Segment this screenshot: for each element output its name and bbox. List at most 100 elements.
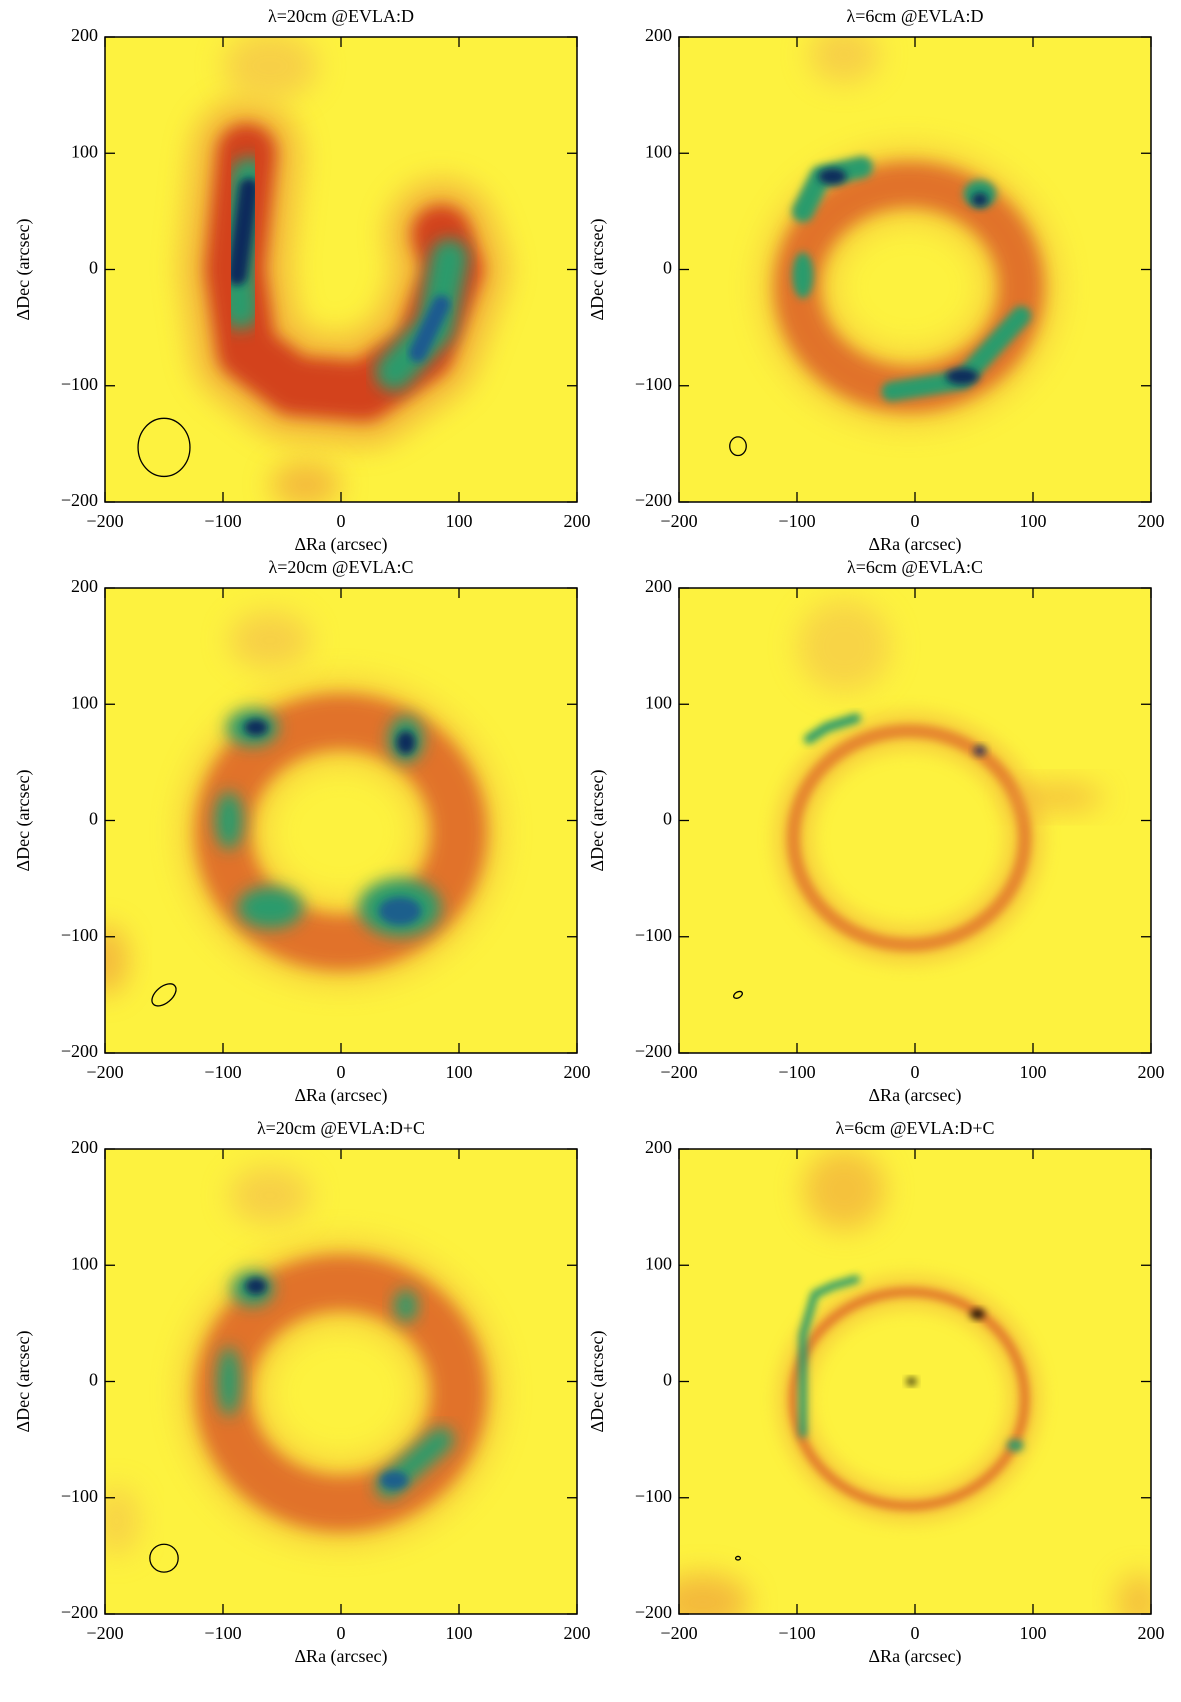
y-axis-label: ΔDec (arcsec): [587, 218, 608, 320]
panel-title: λ=6cm @EVLA:D: [847, 6, 984, 26]
panel-title: λ=20cm @EVLA:D+C: [257, 1118, 425, 1138]
emission: [227, 178, 259, 286]
emission: [105, 1486, 141, 1556]
emission: [244, 719, 268, 736]
x-tick-label: −200: [660, 511, 697, 531]
y-tick-label: 0: [663, 1370, 672, 1390]
y-tick-label: 100: [71, 141, 98, 161]
emission: [818, 168, 847, 185]
emission: [378, 897, 422, 926]
beam: [729, 436, 747, 457]
beam: [149, 1543, 179, 1573]
y-tick-label: 200: [645, 25, 672, 45]
radio-map: [105, 588, 577, 1053]
x-axis-label: ΔRa (arcsec): [294, 1085, 387, 1106]
x-tick-label: −100: [778, 511, 815, 531]
y-tick-label: 100: [71, 692, 98, 712]
y-tick-label: 200: [71, 576, 98, 596]
emission: [228, 611, 312, 670]
radio-map: [679, 1149, 1151, 1614]
emission: [237, 886, 304, 929]
panel-title: λ=20cm @EVLA:C: [269, 557, 414, 577]
x-tick-label: 100: [446, 1062, 473, 1082]
emission: [945, 368, 979, 385]
x-tick-label: −100: [204, 1623, 241, 1643]
x-tick-label: −100: [204, 1062, 241, 1082]
x-tick-label: 200: [1138, 1062, 1165, 1082]
x-axis-label: ΔRa (arcsec): [868, 1646, 961, 1667]
panel: −200 −100 0 100 200 −200 −100 0 100 200 λ=6cm @EVL…: [587, 557, 1164, 1106]
y-tick-label: −100: [61, 1486, 98, 1506]
x-tick-label: 0: [337, 511, 346, 531]
emission: [408, 295, 451, 363]
beam: [137, 417, 191, 478]
emission: [971, 192, 989, 207]
x-tick-label: 200: [1138, 511, 1165, 531]
y-axis-label: ΔDec (arcsec): [13, 769, 34, 871]
x-tick-label: −200: [660, 1623, 697, 1643]
x-tick-label: 200: [564, 1062, 591, 1082]
x-tick-label: 0: [911, 1062, 920, 1082]
radio-map: [105, 1149, 577, 1614]
beam: [151, 983, 177, 1007]
x-axis-label: ΔRa (arcsec): [868, 1085, 961, 1106]
y-tick-label: 200: [645, 1137, 672, 1157]
emission: [970, 1309, 985, 1319]
y-tick-label: 100: [71, 1253, 98, 1273]
x-tick-label: 100: [446, 511, 473, 531]
emission: [906, 1378, 917, 1385]
x-tick-label: 200: [564, 511, 591, 531]
y-axis-label: ΔDec (arcsec): [13, 218, 34, 320]
y-tick-label: −100: [61, 925, 98, 945]
y-axis-label: ΔDec (arcsec): [587, 769, 608, 871]
x-tick-label: −100: [204, 511, 241, 531]
x-tick-label: 100: [1020, 1062, 1047, 1082]
y-tick-label: 100: [645, 1253, 672, 1273]
emission: [245, 1278, 267, 1295]
panel: −200 −100 0 100 200 −200 −100 0 100 200 λ=6cm @EVL…: [587, 6, 1164, 555]
emission: [396, 730, 416, 755]
y-tick-label: 0: [663, 809, 672, 829]
x-tick-label: −200: [86, 511, 123, 531]
y-tick-label: 0: [89, 1370, 98, 1390]
emission: [217, 1346, 241, 1417]
emission: [802, 1149, 886, 1231]
emission: [679, 1573, 750, 1614]
panel: −200 −100 0 100 200 −200 −100 0 100 200 λ=20cm @EV…: [13, 1118, 590, 1667]
x-axis-label: ΔRa (arcsec): [294, 1646, 387, 1667]
radio-map: [679, 37, 1151, 502]
emission: [1007, 1439, 1024, 1452]
y-tick-label: 0: [89, 809, 98, 829]
x-axis-label: ΔRa (arcsec): [868, 534, 961, 555]
emission: [379, 1471, 409, 1490]
x-tick-label: −100: [778, 1623, 815, 1643]
emission: [394, 1289, 418, 1323]
panel: −200 −100 0 100 200 −200 −100 0 100 200 λ=20cm @EV…: [13, 557, 590, 1106]
y-tick-label: −200: [61, 490, 98, 510]
panel-title: λ=6cm @EVLA:C: [847, 557, 983, 577]
y-axis-label: ΔDec (arcsec): [13, 1330, 34, 1432]
y-tick-label: −200: [635, 1602, 672, 1622]
x-axis-label: ΔRa (arcsec): [294, 534, 387, 555]
x-tick-label: 0: [911, 511, 920, 531]
x-tick-label: −200: [86, 1062, 123, 1082]
y-tick-label: 100: [645, 692, 672, 712]
emission: [1115, 1573, 1151, 1614]
x-tick-label: 200: [564, 1623, 591, 1643]
map-background: [679, 588, 1151, 1053]
x-tick-label: 200: [1138, 1623, 1165, 1643]
emission: [223, 37, 318, 101]
beam: [733, 990, 743, 999]
y-tick-label: 100: [645, 141, 672, 161]
y-tick-label: −200: [635, 490, 672, 510]
y-axis-label: ΔDec (arcsec): [587, 1330, 608, 1432]
emission: [792, 252, 814, 299]
emission: [808, 37, 880, 84]
x-tick-label: −100: [778, 1062, 815, 1082]
y-tick-label: −100: [61, 374, 98, 394]
emission: [803, 713, 861, 745]
emission: [974, 746, 986, 756]
emission: [775, 1274, 1043, 1524]
